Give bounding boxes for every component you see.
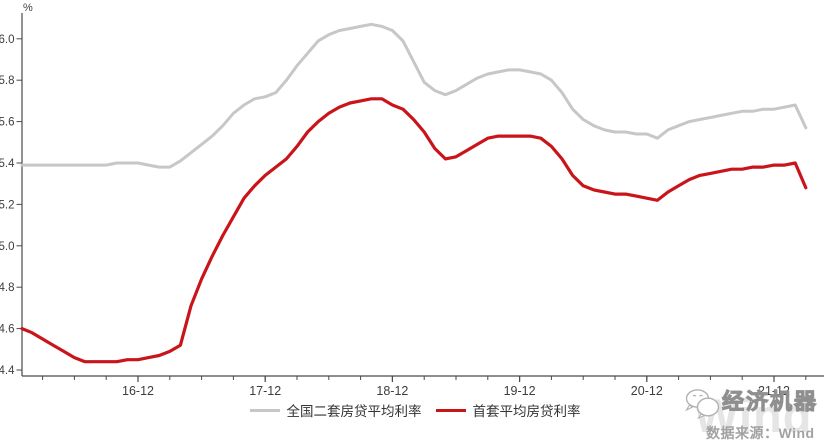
brand-title: 经济机器 [721,389,819,414]
x-tick-label: 18-12 [376,384,408,398]
y-tick-label: 5.0 [0,241,15,253]
legend-label-second-home: 全国二套房贷平均利率 [286,404,422,419]
chart-legend: 全国二套房贷平均利率 首套平均房贷利率 [0,400,830,420]
y-tick-label: 4.6 [0,324,15,336]
y-tick-label: 4.4 [0,365,15,377]
second-home-rate-line [20,22,808,169]
data-source-note: 数据来源：Wind [706,425,815,441]
first-home-rate-line [20,97,808,364]
legend-swatch-second-home [249,408,280,412]
y-tick-label: 6.0 [0,34,15,46]
y-axis-unit-label: % [23,2,33,14]
legend-item-first-home: 首套平均房贷利率 [435,400,581,420]
x-tick-label: 21-12 [758,384,790,398]
x-tick-label: 16-12 [122,384,154,398]
y-tick-label: 4.8 [0,282,15,294]
y-tick-label: 5.6 [0,117,15,129]
legend-label-first-home: 首套平均房贷利率 [472,404,581,419]
x-tick-label: 19-12 [504,384,536,398]
legend-swatch-first-home [435,408,466,412]
x-tick-label: 20-12 [631,384,663,398]
x-tick-label: 17-12 [249,384,281,398]
wechat-bubbles-icon [685,389,720,420]
legend-item-second-home: 全国二套房贷平均利率 [249,400,422,420]
y-tick-label: 5.2 [0,199,15,211]
y-tick-label: 5.4 [0,158,15,170]
y-tick-label: 5.8 [0,75,15,87]
